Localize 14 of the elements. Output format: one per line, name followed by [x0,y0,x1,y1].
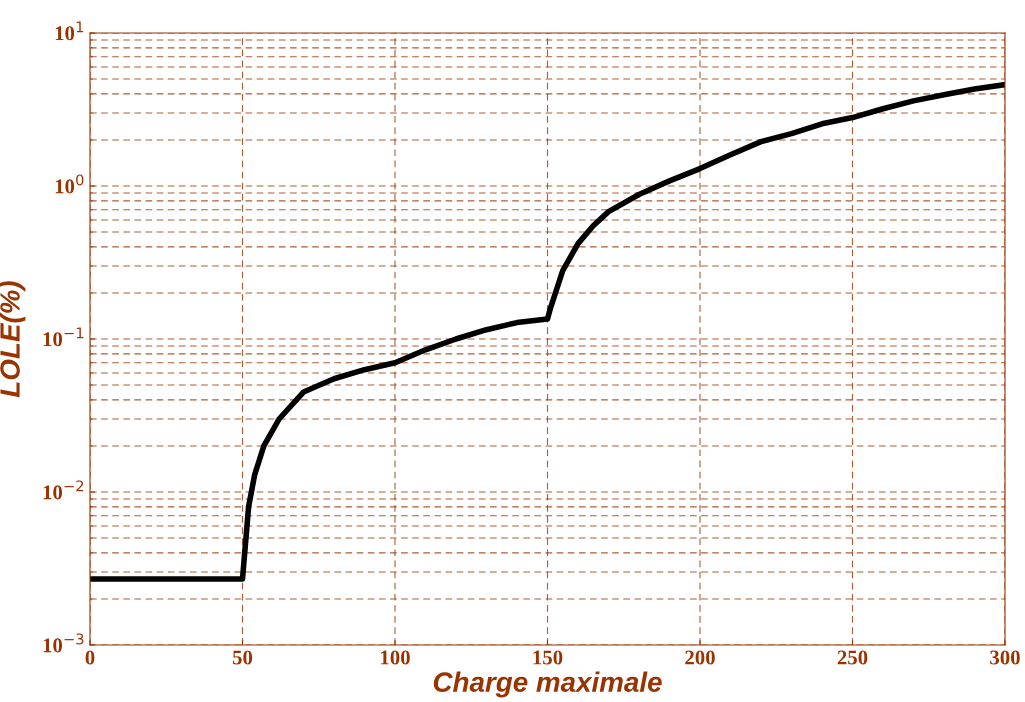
x-tick-label: 300 [990,650,1020,665]
y-tick-label: 10$^{1}$ [55,21,84,41]
x-tick-label: 250 [837,650,868,665]
x-tick-label: 200 [685,650,715,665]
x-tick-label: 150 [533,650,563,665]
y-axis-title: LOLE(%) [0,281,26,398]
y-tick-label: 10$^{0}$ [55,174,84,194]
y-tick-label: 10$^{−2}$ [43,480,84,500]
x-tick-label: 0 [85,650,95,665]
y-tick-label: 10$^{−1}$ [43,327,84,347]
x-tick-label: 100 [381,650,410,665]
x-axis-title: Charge maximale [433,671,662,698]
y-tick-label: 10$^{−3}$ [43,633,84,653]
x-tick-label: 50 [232,650,253,665]
